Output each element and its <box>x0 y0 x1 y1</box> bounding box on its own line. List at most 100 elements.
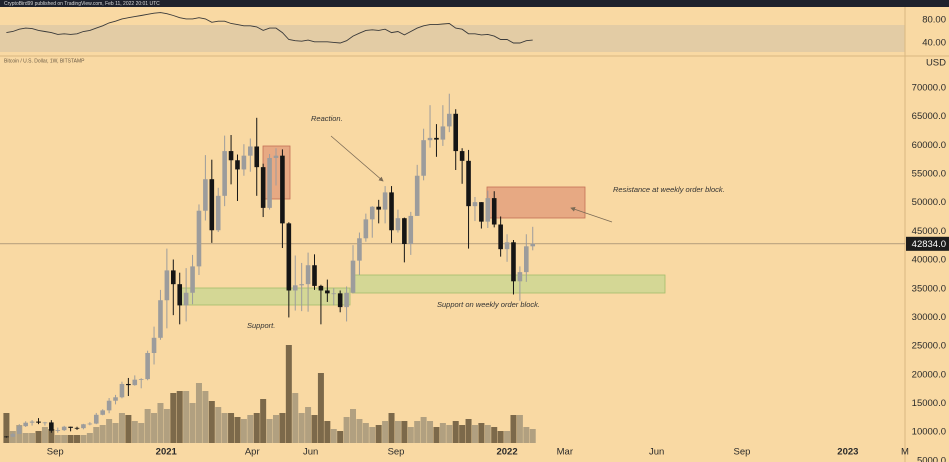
x-tick-label: 2023 <box>837 447 858 458</box>
candle-body <box>267 157 272 208</box>
volume-bar <box>484 425 491 443</box>
volume-bar <box>350 409 357 443</box>
rsi-tick-label: 40.00 <box>922 37 946 48</box>
volume-bar <box>260 399 267 443</box>
candle-body <box>145 353 150 380</box>
resistance-zone <box>486 186 586 219</box>
candle-body <box>363 219 369 239</box>
volume-bar <box>433 427 440 443</box>
volume-bar <box>452 421 459 443</box>
candle-body <box>350 260 356 293</box>
volume-bar <box>427 421 434 443</box>
candle-body <box>23 422 28 427</box>
candle-body <box>479 202 484 222</box>
annotation: Support on weekly order block. <box>437 300 540 309</box>
volume-bar <box>510 415 517 443</box>
candle-body <box>318 285 324 291</box>
candle-body <box>524 246 529 273</box>
volume-bar <box>516 415 523 443</box>
volume-bar <box>208 401 215 443</box>
volume-bar <box>41 427 48 443</box>
volume-bar <box>247 415 254 443</box>
volume-bar <box>80 435 87 443</box>
candle-body <box>100 410 105 415</box>
candle-body <box>344 292 349 308</box>
annotation: Support. <box>247 321 275 330</box>
volume-bar <box>343 417 350 443</box>
volume-bar <box>228 413 235 443</box>
candle-body <box>4 436 9 438</box>
volume-bar <box>61 435 68 443</box>
last-price-label: 42834.0 <box>912 239 946 250</box>
volume-bar <box>459 425 466 443</box>
candle-body <box>292 285 298 291</box>
volume-bar <box>29 433 36 443</box>
candle-body <box>517 272 523 282</box>
volume-bar <box>112 423 119 443</box>
volume-bar <box>125 415 132 443</box>
y-tick-label: 65000.0 <box>912 111 946 122</box>
candle-body <box>414 175 420 216</box>
volume-bar <box>151 413 158 443</box>
x-tick-label: Sep <box>734 447 751 458</box>
candle-body <box>337 293 343 308</box>
volume-bar <box>292 393 299 443</box>
candle-body <box>113 397 118 401</box>
candle-body <box>10 433 16 437</box>
volume-bar <box>16 425 23 443</box>
candle-body <box>164 270 170 301</box>
candle-body <box>498 224 503 250</box>
candle-body <box>158 300 163 338</box>
volume-bar <box>266 419 273 443</box>
volume-bar <box>93 427 100 443</box>
candle-body <box>446 113 452 127</box>
x-tick-label: M <box>901 447 909 458</box>
resistance-zone-apr <box>262 145 291 200</box>
volume-bar <box>215 407 222 443</box>
volume-bar <box>420 417 427 443</box>
volume-bar <box>388 413 395 443</box>
candle-body <box>260 167 266 208</box>
annotation: Reaction. <box>311 114 343 123</box>
y-tick-label: 25000.0 <box>912 341 946 352</box>
volume-bar <box>202 391 209 443</box>
candle-body <box>421 140 426 176</box>
x-tick-label: Mar <box>557 447 573 458</box>
volume-bar <box>183 391 190 443</box>
volume-bar <box>131 421 138 443</box>
candle-body <box>228 151 234 161</box>
support-zone-right <box>351 274 666 294</box>
y-tick-label: 45000.0 <box>912 226 946 237</box>
y-tick-label: 60000.0 <box>912 140 946 151</box>
candle-body <box>61 426 67 431</box>
volume-bar <box>272 415 279 443</box>
symbol-text: Bitcoin / U.S. Dollar, 1W, BITSTAMP <box>4 58 85 64</box>
candle-body <box>93 414 99 424</box>
candle-body <box>42 422 48 424</box>
candle-body <box>299 284 304 286</box>
candle-body <box>196 210 202 267</box>
volume-bar <box>497 431 504 443</box>
y-tick-label: 20000.0 <box>912 369 946 380</box>
candle-body <box>170 270 176 285</box>
candle-body <box>504 242 510 250</box>
candle-body <box>74 427 80 429</box>
volume-bar <box>465 419 472 443</box>
volume-bar <box>471 425 478 443</box>
candle-body <box>132 379 138 386</box>
x-tick-label: Jun <box>649 447 664 458</box>
candle-body <box>49 422 54 431</box>
volume-bar <box>369 427 376 443</box>
candle-body <box>491 198 497 225</box>
y-tick-label: 55000.0 <box>912 169 946 180</box>
volume-bar <box>35 431 42 443</box>
candle-body <box>177 284 183 306</box>
volume-bar <box>106 419 113 443</box>
volume-bar <box>414 421 421 443</box>
volume-bar <box>221 413 228 443</box>
volume-bar <box>118 413 125 443</box>
candle-body <box>36 421 41 423</box>
y-tick-label: 5000.0 <box>917 455 946 462</box>
